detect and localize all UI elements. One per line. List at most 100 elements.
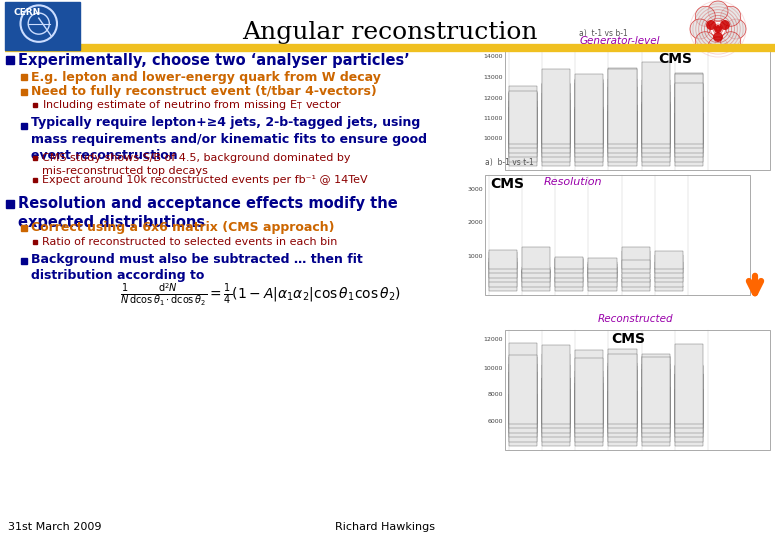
Circle shape [708, 1, 728, 21]
Bar [608, 79, 636, 157]
Bar [542, 365, 570, 433]
Bar [675, 73, 703, 148]
Bar [489, 250, 517, 268]
Text: 10000: 10000 [484, 136, 503, 141]
Bar [622, 260, 650, 268]
Bar [509, 364, 537, 442]
Bar [654, 278, 682, 287]
Bar [608, 69, 636, 144]
Text: a)  b-1 vs t-1: a) b-1 vs t-1 [485, 158, 534, 167]
Bar [542, 99, 570, 161]
Bar [542, 379, 570, 446]
Text: 14000: 14000 [484, 53, 503, 58]
Bar [608, 354, 636, 423]
Bar [542, 93, 570, 157]
Bar [576, 74, 604, 144]
Bar [641, 354, 670, 428]
Text: a)  t-1 vs b-1: a) t-1 vs b-1 [580, 29, 628, 38]
Bar [576, 377, 604, 437]
Bar [641, 369, 670, 437]
Bar [675, 366, 703, 433]
Text: Richard Hawkings: Richard Hawkings [335, 522, 435, 532]
Bar [555, 258, 583, 268]
Text: Angular reconstruction: Angular reconstruction [243, 21, 537, 44]
Bar [608, 366, 636, 437]
Text: 12000: 12000 [484, 337, 503, 342]
Text: E.g. lepton and lower-energy quark from W decay: E.g. lepton and lower-energy quark from … [31, 71, 381, 84]
Bar [654, 286, 682, 291]
Bar [608, 349, 636, 433]
Text: 13000: 13000 [484, 75, 503, 80]
Circle shape [690, 19, 710, 39]
Circle shape [713, 32, 723, 42]
Bar [555, 276, 583, 291]
Bar [509, 357, 537, 433]
Text: 1000: 1000 [467, 254, 483, 259]
Bar [489, 252, 517, 278]
Bar [509, 107, 537, 157]
Bar [555, 279, 583, 287]
Bar [522, 271, 550, 287]
Bar [542, 378, 570, 437]
Bar [675, 83, 703, 144]
Bar [675, 366, 703, 428]
Bar [588, 272, 616, 291]
Bar [675, 374, 703, 437]
Circle shape [706, 20, 716, 30]
Circle shape [721, 6, 741, 26]
Bar [588, 262, 616, 273]
Bar [675, 84, 703, 152]
Text: Resolution and acceptance effects modify the
expected distributions: Resolution and acceptance effects modify… [18, 196, 398, 230]
Bar [522, 271, 550, 282]
Bar [576, 84, 604, 148]
Bar [522, 269, 550, 278]
Bar [509, 91, 537, 144]
Bar [622, 247, 650, 273]
Text: Background must also be subtracted … then fit
distribution according to: Background must also be subtracted … the… [31, 253, 363, 282]
Bar [608, 391, 636, 442]
Bar [5, 2, 80, 50]
Text: Typically require lepton+≥4 jets, 2-b-tagged jets, using
mass requirements and/o: Typically require lepton+≥4 jets, 2-b-ta… [31, 116, 427, 162]
Bar [622, 251, 650, 278]
Bar [588, 267, 616, 278]
Bar [641, 63, 670, 144]
Bar [641, 80, 670, 161]
Text: Ratio of reconstructed to selected events in each bin: Ratio of reconstructed to selected event… [42, 237, 338, 247]
Bar [542, 345, 570, 423]
Bar [622, 279, 650, 291]
Bar [576, 383, 604, 446]
Bar [654, 268, 682, 273]
Text: Correct using a 6x6 matrix (CMS approach): Correct using a 6x6 matrix (CMS approach… [31, 221, 335, 234]
Bar [509, 394, 537, 446]
Bar [509, 102, 537, 166]
Bar [675, 389, 703, 446]
Bar [576, 371, 604, 428]
Bar [622, 274, 650, 282]
Bar [622, 279, 650, 287]
Bar [576, 350, 604, 433]
Text: Need to fully reconstruct event (t/tbar 4-vectors): Need to fully reconstruct event (t/tbar … [31, 85, 377, 98]
Text: 3000: 3000 [467, 187, 483, 192]
Bar [489, 262, 517, 287]
Bar [675, 374, 703, 442]
Bar [675, 344, 703, 423]
Bar [509, 86, 537, 161]
Bar [675, 73, 703, 157]
Bar [522, 247, 550, 268]
Bar [588, 264, 616, 282]
Text: Resolution: Resolution [544, 177, 602, 187]
Bar [555, 258, 583, 282]
Bar [608, 87, 636, 148]
Bar [489, 281, 517, 291]
Text: Generator-level: Generator-level [580, 36, 660, 46]
Circle shape [695, 32, 715, 52]
Text: 10000: 10000 [484, 366, 503, 371]
Bar [654, 262, 682, 282]
Circle shape [708, 37, 728, 57]
Bar [505, 50, 770, 170]
Bar [641, 357, 670, 423]
Bar [576, 80, 604, 161]
Bar [489, 273, 517, 282]
Bar [489, 258, 517, 273]
Bar [641, 364, 670, 446]
